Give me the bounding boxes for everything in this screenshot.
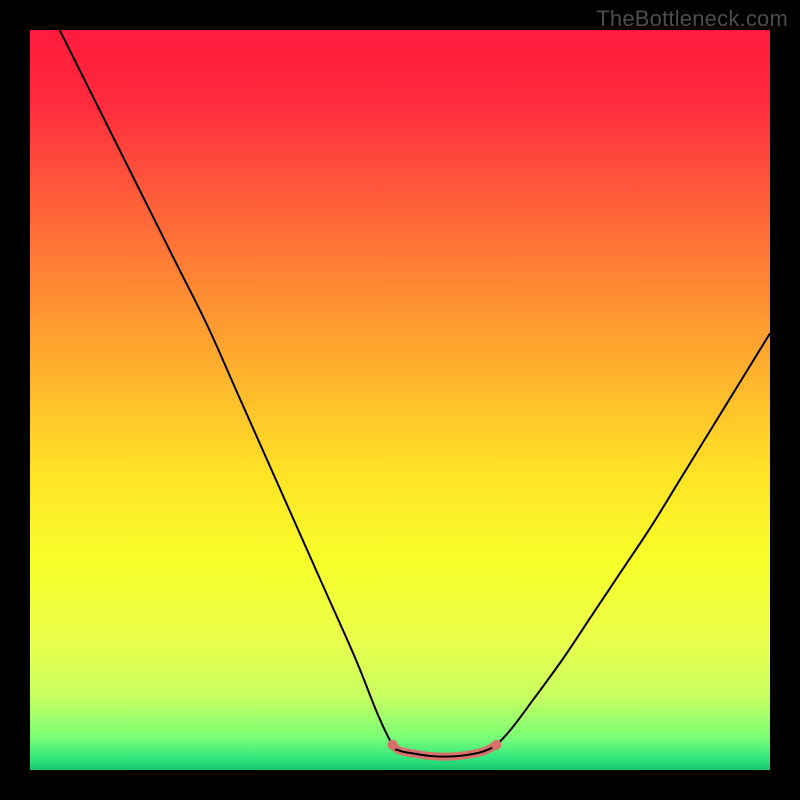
watermark-text: TheBottleneck.com — [596, 6, 788, 32]
endpoint-dot — [388, 740, 398, 750]
endpoint-dot — [491, 740, 501, 750]
bottom-highlight-path — [393, 745, 497, 757]
main-curve-path — [60, 30, 770, 757]
bottleneck-curve-chart — [30, 30, 770, 770]
plot-area — [30, 30, 770, 770]
